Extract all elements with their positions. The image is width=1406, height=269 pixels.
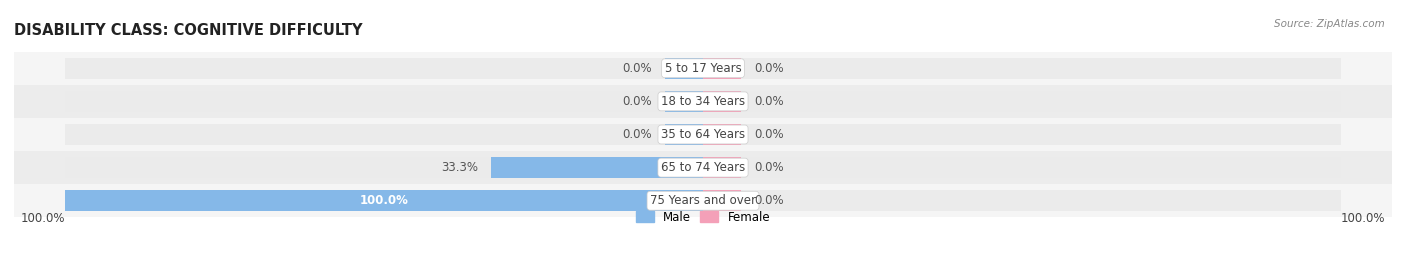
Bar <box>1 184 1405 217</box>
Bar <box>65 190 703 211</box>
Bar <box>1 118 1405 151</box>
Text: 5 to 17 Years: 5 to 17 Years <box>665 62 741 75</box>
Bar <box>665 58 703 79</box>
Text: 18 to 34 Years: 18 to 34 Years <box>661 95 745 108</box>
Bar <box>1 85 1405 118</box>
Bar <box>703 190 1341 211</box>
Bar <box>703 58 1341 79</box>
Bar <box>703 91 741 112</box>
Text: 100.0%: 100.0% <box>21 213 65 225</box>
Bar <box>65 124 703 145</box>
Text: 0.0%: 0.0% <box>623 95 652 108</box>
Text: 100.0%: 100.0% <box>360 194 409 207</box>
Bar <box>703 157 1341 178</box>
Bar <box>665 157 703 178</box>
Text: Source: ZipAtlas.com: Source: ZipAtlas.com <box>1274 19 1385 29</box>
Bar <box>665 91 703 112</box>
Text: 65 to 74 Years: 65 to 74 Years <box>661 161 745 174</box>
Bar <box>65 190 703 211</box>
Text: 35 to 64 Years: 35 to 64 Years <box>661 128 745 141</box>
Text: 75 Years and over: 75 Years and over <box>650 194 756 207</box>
Bar <box>1 151 1405 184</box>
Text: 0.0%: 0.0% <box>754 95 783 108</box>
Bar <box>703 157 741 178</box>
Bar <box>1 52 1405 85</box>
Bar <box>491 157 703 178</box>
Text: 33.3%: 33.3% <box>441 161 478 174</box>
Bar <box>65 58 703 79</box>
Bar <box>703 124 741 145</box>
Bar <box>665 124 703 145</box>
Legend: Male, Female: Male, Female <box>631 206 775 228</box>
Bar <box>703 124 1341 145</box>
Text: 0.0%: 0.0% <box>754 62 783 75</box>
Text: 0.0%: 0.0% <box>623 62 652 75</box>
Bar <box>703 190 741 211</box>
Bar <box>65 91 703 112</box>
Text: 0.0%: 0.0% <box>754 128 783 141</box>
Bar <box>665 190 703 211</box>
Text: 0.0%: 0.0% <box>754 161 783 174</box>
Text: 0.0%: 0.0% <box>623 128 652 141</box>
Bar <box>703 91 1341 112</box>
Text: 0.0%: 0.0% <box>754 194 783 207</box>
Bar <box>703 58 741 79</box>
Bar <box>65 157 703 178</box>
Text: 100.0%: 100.0% <box>1341 213 1385 225</box>
Text: DISABILITY CLASS: COGNITIVE DIFFICULTY: DISABILITY CLASS: COGNITIVE DIFFICULTY <box>14 23 363 38</box>
